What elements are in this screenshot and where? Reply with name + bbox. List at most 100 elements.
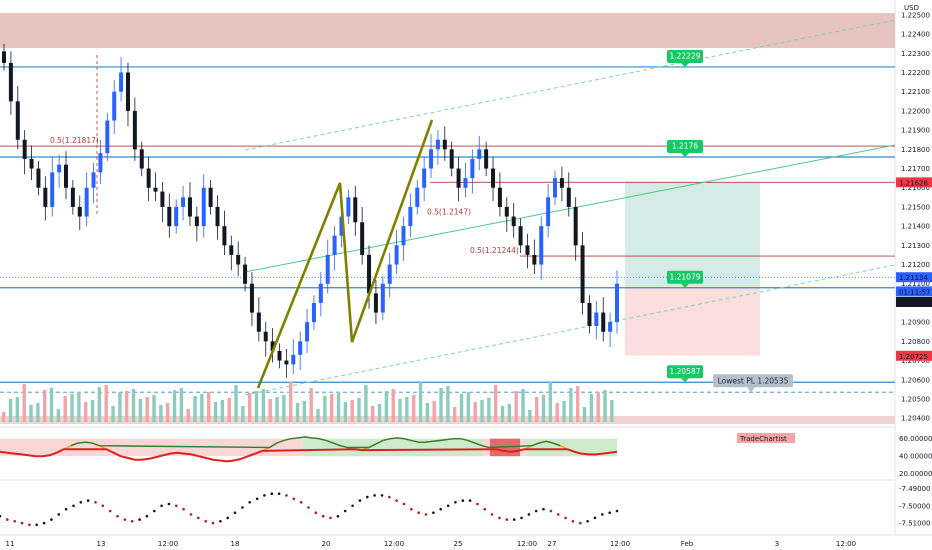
position-target-zone — [625, 182, 760, 288]
candle-body — [63, 164, 68, 188]
candle-body — [594, 312, 599, 326]
oscillator-dot — [153, 509, 156, 513]
oscillator-dot — [593, 516, 597, 520]
volume-bar — [391, 389, 395, 422]
volume-bar — [453, 407, 457, 422]
volume-bar — [234, 385, 238, 422]
oscillator-dot — [468, 499, 472, 502]
candle-body — [587, 302, 592, 326]
volume-bar — [56, 409, 61, 422]
oscillator-dot — [579, 521, 582, 525]
oscillator-dot — [307, 506, 310, 509]
volume-bar — [90, 400, 95, 422]
level-label-pointer — [681, 378, 689, 383]
candle-body — [298, 341, 303, 355]
oscillator-dot — [476, 502, 479, 506]
oscillator-dot — [263, 494, 266, 497]
oscillator-dot — [211, 521, 215, 525]
y-tick-label: 1.21500 — [901, 203, 930, 211]
candle-body — [449, 149, 454, 169]
fib-label: 0.5(1.2147) — [427, 208, 471, 217]
volume-bar — [193, 396, 197, 422]
oscillator-band-bull — [527, 438, 617, 457]
x-tick-label: 12:00 — [517, 540, 537, 548]
candle-body — [504, 206, 509, 217]
y-tick-label: 1.21800 — [901, 146, 930, 154]
volume-bar — [610, 400, 614, 422]
oscillator-dot — [534, 509, 538, 513]
candle-body — [29, 158, 34, 169]
oscillator-dot — [424, 513, 428, 516]
volume-bar — [111, 406, 115, 422]
price-tag-text: 1.21076 — [899, 299, 928, 307]
candle-body — [160, 191, 165, 207]
zigzag-pattern — [256, 119, 434, 389]
candle-body — [243, 264, 248, 284]
osc-y-tick-label: 60.00000 — [899, 435, 932, 443]
candle-body — [139, 149, 144, 169]
oscillator-dot — [329, 516, 332, 520]
candle-body — [277, 350, 282, 361]
volume-bar — [412, 395, 416, 422]
oscillator-dot — [72, 504, 75, 508]
y-tick-label: 1.22400 — [901, 31, 930, 39]
candle-body — [532, 254, 537, 265]
volume-bar — [186, 409, 190, 422]
volume-bar — [405, 397, 409, 422]
oscillator-dot — [556, 513, 560, 516]
x-tick-label: 27 — [548, 540, 557, 548]
candle-body — [408, 206, 413, 227]
volume-bar — [480, 400, 484, 422]
oscillator-dot — [314, 511, 318, 514]
level-label-text: 1.21079 — [669, 272, 700, 281]
candle-body — [608, 322, 613, 332]
candle-body — [229, 245, 234, 255]
level-label-text: 1.22229 — [669, 51, 700, 60]
candle-body — [91, 172, 96, 188]
x-tick-label: 3 — [775, 540, 779, 548]
volume-bar — [104, 385, 108, 422]
candle-body — [525, 245, 530, 255]
candle-body — [566, 187, 571, 207]
oscillator-dot — [189, 513, 193, 516]
oscillator-dot — [461, 499, 465, 502]
candle-body — [332, 235, 337, 255]
volume-bar — [213, 402, 218, 422]
level-label-pointer — [681, 283, 689, 288]
y-tick-label: 1.21200 — [901, 261, 930, 269]
oscillator-dot — [417, 511, 421, 514]
oscillator-dot — [571, 520, 575, 523]
oscillator-dot — [321, 514, 325, 518]
candle-body — [2, 51, 6, 63]
oscillator-dot — [343, 509, 347, 513]
level-label — [667, 140, 703, 154]
channel-upper-line — [244, 19, 896, 151]
oscillator-dot — [28, 523, 31, 527]
candle-body — [84, 187, 89, 217]
candle-body — [98, 153, 103, 173]
volume-bar — [350, 400, 354, 422]
candle-body — [456, 168, 461, 188]
candle-body — [43, 187, 48, 207]
candle-body — [270, 341, 275, 351]
volume-bar — [172, 390, 177, 422]
volume-bar — [166, 403, 170, 422]
volume-bar — [282, 395, 286, 422]
level-label-text: 1.20587 — [669, 367, 700, 376]
oscillator-dot — [57, 513, 61, 516]
price-tag — [896, 296, 932, 307]
x-tick-label: 11 — [6, 540, 15, 548]
candle-body — [215, 206, 220, 227]
oscillator-dot — [204, 520, 207, 523]
y-tick-label: 1.21300 — [901, 242, 930, 250]
x-tick-label: 12:00 — [384, 540, 404, 548]
y-tick-label: 1.21100 — [901, 280, 930, 288]
oscillator-dot — [20, 521, 24, 525]
oscillator-dot — [446, 504, 450, 508]
candle-body — [497, 187, 502, 207]
volume-bar — [36, 403, 40, 422]
oscillator-band-bull — [303, 438, 483, 457]
level-label — [667, 365, 703, 379]
oscillator-dot — [373, 494, 376, 497]
